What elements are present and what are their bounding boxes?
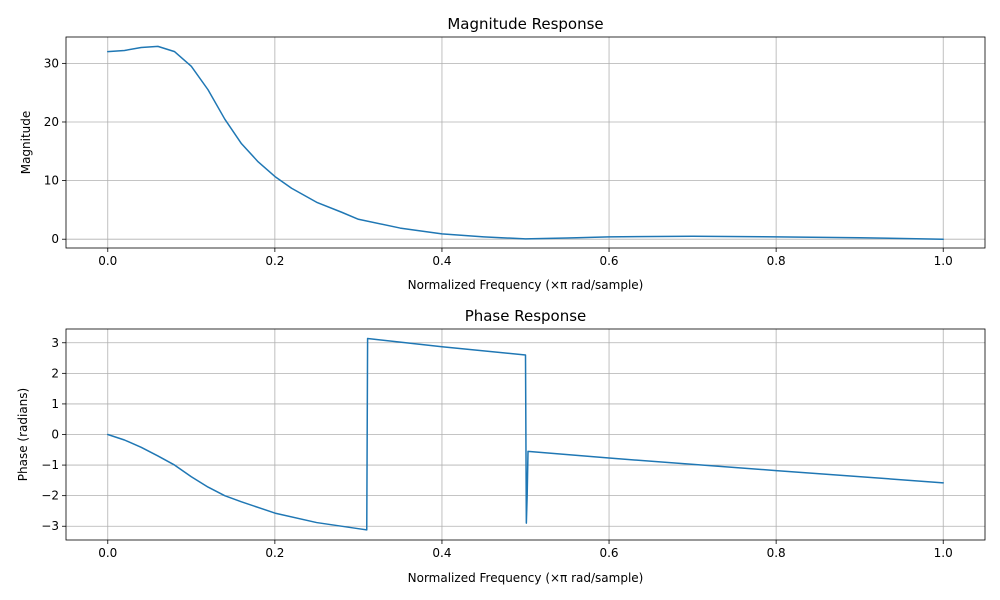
phase-y-tick-label: −3 <box>41 519 59 533</box>
phase-x-tick-label: 0.2 <box>265 546 284 560</box>
phase-x-tick-label: 0.0 <box>98 546 117 560</box>
phase-x-tick-label: 0.6 <box>599 546 618 560</box>
phase-y-tick-label: −1 <box>41 458 59 472</box>
phase-y-axis-label: Phase (radians) <box>16 388 30 481</box>
magnitude-y-tick-label: 20 <box>44 115 59 129</box>
magnitude-x-tick-label: 0.4 <box>432 254 451 268</box>
phase-chart-title: Phase Response <box>465 307 587 325</box>
phase-y-tick-label: 3 <box>51 336 59 350</box>
magnitude-plot: 0.0 0.2 0.4 0.6 0.8 1.0 0 10 20 30 Magnitude Respo… <box>19 15 986 292</box>
magnitude-x-tick-label: 0.6 <box>599 254 618 268</box>
phase-y-tick-label: 2 <box>51 366 59 380</box>
phase-y-tick-label: 1 <box>51 397 59 411</box>
magnitude-series-line <box>107 45 944 240</box>
phase-x-tick-label: 1.0 <box>934 546 953 560</box>
magnitude-y-tick-label: 0 <box>51 232 59 246</box>
phase-y-tick-label: −2 <box>41 489 59 503</box>
magnitude-chart-title: Magnitude Response <box>447 15 603 33</box>
magnitude-x-tick-label: 0.8 <box>767 254 786 268</box>
magnitude-x-tick-label: 1.0 <box>934 254 953 268</box>
phase-series-line <box>107 337 944 531</box>
magnitude-x-axis-label: Normalized Frequency (×π rad/sample) <box>408 278 644 292</box>
magnitude-y-tick-label: 30 <box>44 56 59 70</box>
magnitude-y-tick-label: 10 <box>44 174 59 188</box>
phase-y-tick-label: 0 <box>51 428 59 442</box>
phase-x-tick-label: 0.8 <box>767 546 786 560</box>
magnitude-x-tick-label: 0.2 <box>265 254 284 268</box>
magnitude-axes-frame <box>65 36 986 249</box>
magnitude-y-axis-label: Magnitude <box>19 111 33 175</box>
phase-x-axis-label: Normalized Frequency (×π rad/sample) <box>408 571 644 585</box>
phase-x-tick-label: 0.4 <box>432 546 451 560</box>
phase-plot: 0.0 0.2 0.4 0.6 0.8 1.0 −3 −2 −1 0 1 2 3 Phase Respon… <box>16 307 986 585</box>
magnitude-x-tick-label: 0.0 <box>98 254 117 268</box>
